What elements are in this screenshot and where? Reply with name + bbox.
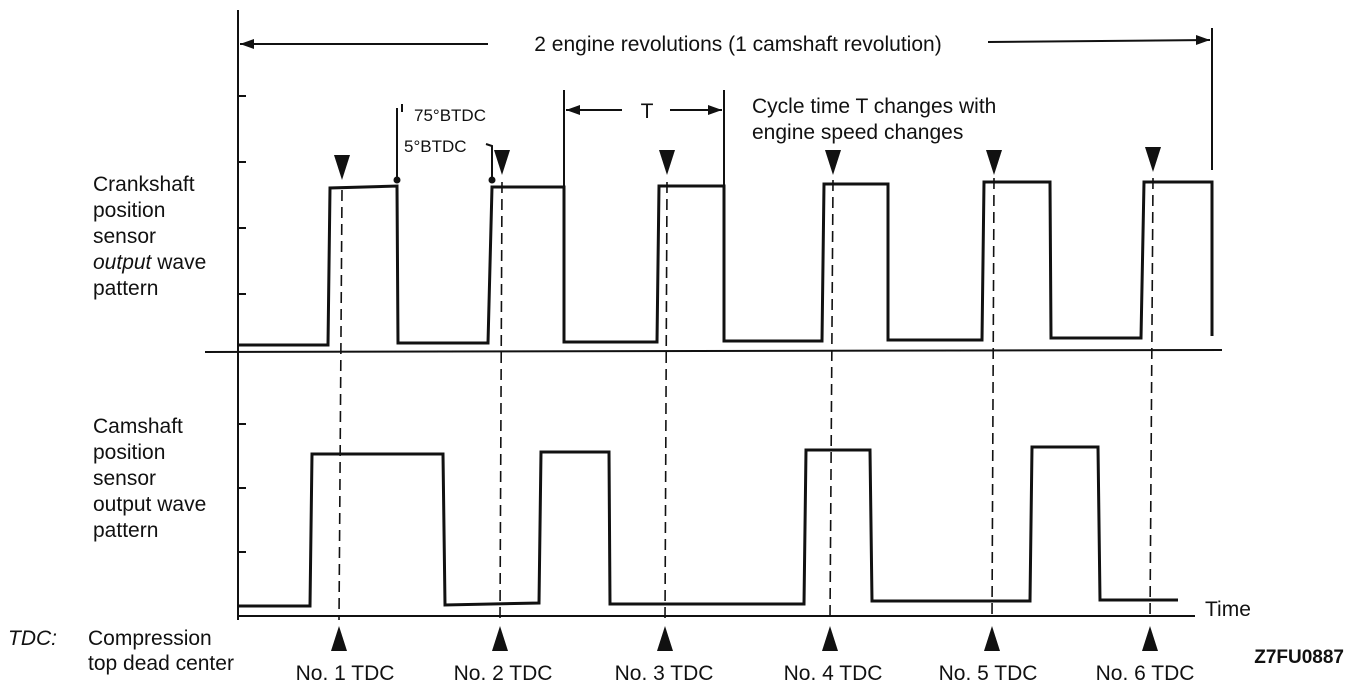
tdc-label-2: No. 2 TDC <box>454 662 553 685</box>
tdc-label-5: No. 5 TDC <box>939 662 1038 685</box>
crank-label-line1: Crankshaft <box>93 173 195 196</box>
btdc-annotation <box>393 104 496 184</box>
tdc-abbr: TDC: <box>8 627 57 650</box>
crank-label-line5: pattern <box>93 277 158 300</box>
span-arrow <box>240 35 1211 49</box>
cam-label-line4: output wave <box>93 493 206 516</box>
period-label: T <box>641 100 654 123</box>
crank-sensor-label: Crankshaft position sensor output wave p… <box>93 173 206 300</box>
tdc-top-markers <box>334 147 1161 180</box>
cam-sensor-label: Camshaft position sensor output wave pat… <box>93 415 206 542</box>
btdc-5-label: 5°BTDC <box>404 137 467 156</box>
tdc-label-4: No. 4 TDC <box>784 662 883 685</box>
cam-label-line1: Camshaft <box>93 415 183 438</box>
crank-label-line2: position <box>93 199 165 222</box>
tdc-bottom-markers <box>331 626 1158 651</box>
tdc-labels: No. 1 TDC No. 2 TDC No. 3 TDC No. 4 TDC … <box>296 662 1195 685</box>
tdc-dashed-lines <box>338 177 1154 621</box>
crank-baseline <box>204 349 1223 353</box>
cam-label-line2: position <box>93 441 165 464</box>
figure-code: Z7FU0887 <box>1254 647 1344 668</box>
period-bracket <box>563 90 725 186</box>
tdc-label-3: No. 3 TDC <box>615 662 714 685</box>
btdc-75-label: 75°BTDC <box>414 106 486 125</box>
cycle-note-line1: Cycle time T changes with <box>752 95 996 118</box>
tdc-legend-line2: top dead center <box>88 652 234 675</box>
tdc-legend-line1: Compression <box>88 627 212 650</box>
time-label: Time <box>1205 598 1251 621</box>
crank-label-line4: output wave <box>93 251 206 274</box>
cam-label-line5: pattern <box>93 519 158 542</box>
cam-label-line3: sensor <box>93 467 156 490</box>
cam-waveform <box>238 445 1178 608</box>
span-label: 2 engine revolutions (1 camshaft revolut… <box>534 33 941 56</box>
axis-ticks <box>238 95 246 553</box>
tdc-label-6: No. 6 TDC <box>1096 662 1195 685</box>
tdc-label-1: No. 1 TDC <box>296 662 395 685</box>
cycle-note-line2: engine speed changes <box>752 121 963 144</box>
crank-waveform <box>238 180 1214 347</box>
crank-label-line3: sensor <box>93 225 156 248</box>
